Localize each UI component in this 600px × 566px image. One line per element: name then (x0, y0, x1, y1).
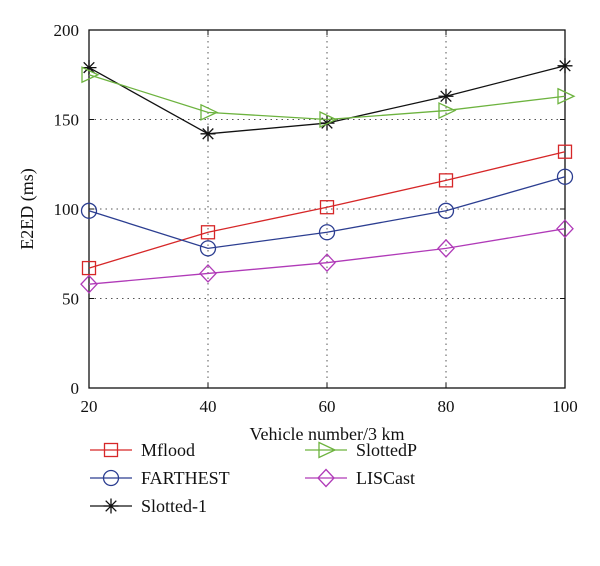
legend-marker (102, 469, 120, 487)
legend-marker (103, 442, 119, 458)
data-point (199, 240, 217, 257)
y-tick-label: 200 (54, 21, 80, 40)
data-series (80, 58, 576, 294)
data-point (319, 110, 338, 129)
y-tick-label: 150 (54, 111, 80, 130)
data-point (81, 60, 97, 76)
data-point (437, 238, 455, 258)
legend-label: LISCast (356, 468, 415, 488)
data-point (199, 263, 217, 283)
legend-item-mflood: Mflood (90, 440, 195, 460)
series-slottedp (81, 66, 576, 129)
series-farthest (80, 168, 574, 257)
data-point (438, 102, 457, 120)
x-tick-label: 100 (552, 397, 578, 416)
data-point (557, 144, 573, 159)
data-point (80, 274, 98, 294)
data-point (557, 58, 573, 74)
legend-marker (318, 441, 337, 459)
legend: Mflood FARTHEST Slotted-1 SlottedP LISCast (90, 440, 417, 516)
x-axis-label: Vehicle number/3 km (250, 424, 405, 444)
data-point (437, 202, 455, 219)
legend-item-slottedp: SlottedP (305, 440, 417, 460)
data-point (556, 168, 574, 185)
y-tick-label: 50 (62, 290, 79, 309)
x-tick-label: 60 (319, 397, 336, 416)
y-tick-label: 0 (71, 379, 80, 398)
x-tick-label: 80 (438, 397, 455, 416)
data-point (200, 225, 216, 240)
data-point (557, 87, 576, 105)
data-point (81, 260, 97, 276)
axis-ticks: 20 40 60 80 100 0 50 100 150 200 (54, 21, 578, 416)
data-point (318, 224, 336, 241)
y-tick-label: 100 (54, 200, 80, 219)
legend-label: FARTHEST (141, 468, 230, 488)
x-tick-label: 40 (200, 397, 217, 416)
data-point (438, 173, 454, 188)
series-line (88, 74, 566, 121)
data-point (80, 202, 98, 219)
data-point (438, 88, 454, 104)
legend-label: Slotted-1 (141, 496, 207, 516)
legend-label: Mflood (141, 440, 195, 460)
legend-item-slotted-1: Slotted-1 (90, 496, 207, 516)
series-line (88, 151, 566, 269)
legend-item-liscast: LISCast (305, 468, 415, 488)
legend-marker (317, 468, 335, 488)
data-point (200, 103, 219, 121)
data-point (81, 66, 100, 84)
data-point (319, 200, 335, 215)
y-axis-label: E2ED (ms) (17, 168, 38, 249)
series-mflood (81, 144, 573, 276)
x-tick-label: 20 (81, 397, 98, 416)
legend-label: SlottedP (356, 440, 417, 460)
series-line (88, 228, 566, 285)
data-point (556, 219, 574, 239)
legend-marker (103, 498, 119, 514)
series-liscast (80, 219, 574, 294)
data-point (200, 126, 216, 142)
series-slotted-1 (81, 58, 573, 142)
data-point (318, 253, 336, 273)
series-line (88, 176, 566, 250)
legend-item-farthest: FARTHEST (90, 468, 230, 488)
